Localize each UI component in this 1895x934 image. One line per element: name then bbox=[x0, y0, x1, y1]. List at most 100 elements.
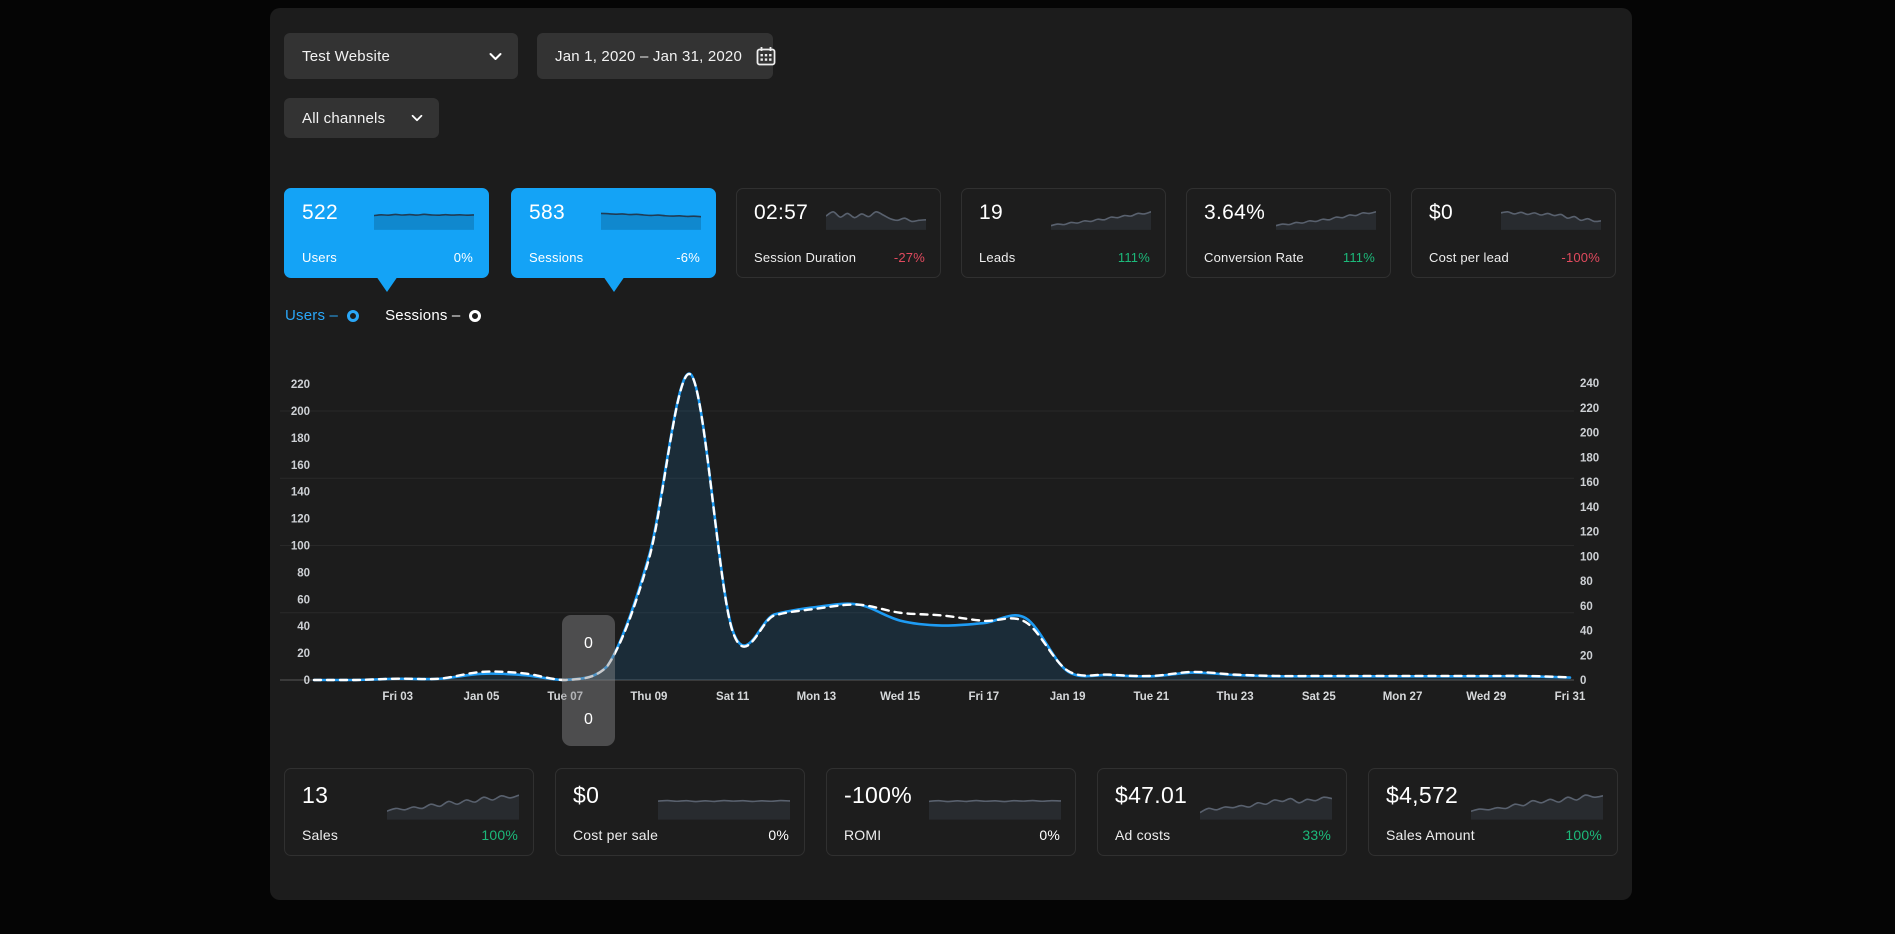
metric-caption-row: Conversion Rate 111% bbox=[1204, 250, 1375, 265]
metric-label: Sales Amount bbox=[1386, 827, 1475, 843]
channel-selector[interactable]: All channels bbox=[284, 98, 439, 138]
metric-value: 522 bbox=[302, 201, 338, 224]
metric-delta: -100% bbox=[1561, 250, 1600, 265]
metric-delta: 111% bbox=[1117, 250, 1150, 265]
metric-value: $4,572 bbox=[1386, 782, 1459, 808]
right-axis-tick: 100 bbox=[1580, 551, 1599, 563]
left-axis-tick: 180 bbox=[291, 433, 310, 445]
metric-card-ad-costs[interactable]: $47.01 Ad costs 33% bbox=[1097, 768, 1347, 856]
metric-delta: 33% bbox=[1302, 827, 1331, 843]
metric-card-cost-per-sale[interactable]: $0 Cost per sale 0% bbox=[555, 768, 805, 856]
left-axis-tick: 160 bbox=[291, 460, 310, 472]
metric-sparkline-wrap bbox=[374, 199, 474, 236]
x-axis-tick: Tue 21 bbox=[1134, 691, 1170, 703]
right-axis-tick: 200 bbox=[1580, 428, 1599, 440]
selected-card-tail bbox=[375, 276, 398, 292]
metric-value: 02:57 bbox=[754, 201, 809, 224]
sparkline bbox=[601, 199, 701, 230]
selected-card-tail bbox=[602, 276, 625, 292]
metric-card-users[interactable]: 522 Users 0% bbox=[284, 188, 489, 292]
chevron-down-icon bbox=[411, 114, 423, 122]
right-axis-tick: 220 bbox=[1580, 403, 1599, 415]
sparkline bbox=[1501, 199, 1601, 230]
x-axis-tick: Tue 07 bbox=[547, 691, 583, 703]
legend-label: Sessions – bbox=[385, 307, 461, 324]
sparkline bbox=[374, 199, 474, 230]
metric-card-conversion-rate[interactable]: 3.64% Conversion Rate 111% bbox=[1186, 188, 1391, 278]
sparkline bbox=[1200, 779, 1332, 820]
metric-label: Sessions bbox=[529, 250, 584, 265]
metric-delta: 111% bbox=[1342, 250, 1375, 265]
metric-label: Sales bbox=[302, 827, 339, 843]
sparkline bbox=[387, 779, 519, 820]
metric-sparkline-wrap bbox=[387, 779, 519, 826]
metric-value: 19 bbox=[979, 201, 1003, 224]
x-axis-tick: Fri 17 bbox=[969, 691, 1000, 703]
left-axis-tick: 60 bbox=[297, 594, 310, 606]
metric-value: 3.64% bbox=[1204, 201, 1266, 224]
metric-sparkline-wrap bbox=[601, 199, 701, 236]
legend-item-sessions[interactable]: Sessions – bbox=[385, 307, 482, 324]
metric-caption-row: Sales Amount 100% bbox=[1386, 827, 1602, 843]
metric-card-sessions[interactable]: 583 Sessions -6% bbox=[511, 188, 716, 292]
metric-sparkline-wrap bbox=[826, 199, 926, 236]
metric-card-leads[interactable]: 19 Leads 111% bbox=[961, 188, 1166, 278]
metric-delta: 0% bbox=[768, 827, 789, 843]
metric-delta: 100% bbox=[481, 827, 518, 843]
date-range-value: Jan 1, 2020 – Jan 31, 2020 bbox=[555, 47, 743, 65]
metric-delta: 0% bbox=[453, 250, 473, 265]
metric-caption-row: Sales 100% bbox=[302, 827, 518, 843]
left-axis-tick: 100 bbox=[291, 541, 310, 553]
main-panel bbox=[270, 8, 1632, 900]
metric-label: Users bbox=[302, 250, 337, 265]
metric-label: Session Duration bbox=[754, 250, 857, 265]
metric-value: $47.01 bbox=[1115, 782, 1188, 808]
x-axis-tick: Jan 19 bbox=[1050, 691, 1086, 703]
left-axis-tick: 120 bbox=[291, 514, 310, 526]
legend-item-users[interactable]: Users – bbox=[285, 307, 360, 324]
traffic-line-chart[interactable]: 0 20 40 60 80 100 120 140 160 180 200 220 0 20 40 60 80 1… bbox=[240, 360, 1632, 710]
metric-label: Cost per lead bbox=[1429, 250, 1509, 265]
metric-label: Cost per sale bbox=[573, 827, 659, 843]
right-axis-tick: 160 bbox=[1580, 477, 1599, 489]
right-axis-tick: 120 bbox=[1580, 527, 1599, 539]
website-selector[interactable]: Test Website bbox=[284, 33, 518, 79]
x-axis-tick: Wed 29 bbox=[1466, 691, 1506, 703]
users-line bbox=[312, 373, 1572, 682]
left-axis-tick: 220 bbox=[291, 379, 310, 391]
website-selector-value: Test Website bbox=[302, 47, 390, 65]
metric-caption-row: Cost per lead -100% bbox=[1429, 250, 1600, 265]
right-axis-tick: 180 bbox=[1580, 452, 1599, 464]
metric-sparkline-wrap bbox=[1471, 779, 1603, 826]
metric-sparkline-wrap bbox=[658, 779, 790, 826]
metric-value: 13 bbox=[302, 782, 329, 808]
metric-card-romi[interactable]: -100% ROMI 0% bbox=[826, 768, 1076, 856]
date-range-picker[interactable]: Jan 1, 2020 – Jan 31, 2020 bbox=[537, 33, 776, 79]
legend-ring-icon bbox=[347, 309, 360, 322]
metric-sparkline-wrap bbox=[1200, 779, 1332, 826]
metric-card-sales[interactable]: 13 Sales 100% bbox=[284, 768, 534, 856]
left-axis-tick: 20 bbox=[297, 648, 310, 660]
metric-caption-row: Leads 111% bbox=[979, 250, 1150, 265]
x-axis-tick: Thu 23 bbox=[1217, 691, 1254, 703]
metric-delta: 100% bbox=[1565, 827, 1602, 843]
chart-tooltip: 0 0 bbox=[562, 615, 615, 746]
chart-legend: Users – Sessions – bbox=[285, 307, 482, 324]
x-axis-tick: Sat 11 bbox=[716, 691, 750, 703]
metric-caption-row: Ad costs 33% bbox=[1115, 827, 1331, 843]
metric-label: Ad costs bbox=[1115, 827, 1171, 843]
right-axis-tick: 240 bbox=[1580, 378, 1599, 390]
metric-card-sales-amount[interactable]: $4,572 Sales Amount 100% bbox=[1368, 768, 1618, 856]
metric-value: $0 bbox=[573, 782, 600, 808]
metric-card-cost-per-lead[interactable]: $0 Cost per lead -100% bbox=[1411, 188, 1616, 278]
metric-card-session-duration[interactable]: 02:57 Session Duration -27% bbox=[736, 188, 941, 278]
metric-sparkline-wrap bbox=[1276, 199, 1376, 236]
x-axis-tick: Fri 31 bbox=[1555, 691, 1586, 703]
x-axis-tick: Jan 05 bbox=[464, 691, 500, 703]
tooltip-sessions-value: 0 bbox=[584, 711, 593, 728]
metric-delta: -6% bbox=[676, 250, 700, 265]
legend-label: Users – bbox=[285, 307, 339, 324]
sparkline bbox=[1471, 779, 1603, 820]
metric-caption-row: Session Duration -27% bbox=[754, 250, 925, 265]
metric-label: ROMI bbox=[844, 827, 882, 843]
